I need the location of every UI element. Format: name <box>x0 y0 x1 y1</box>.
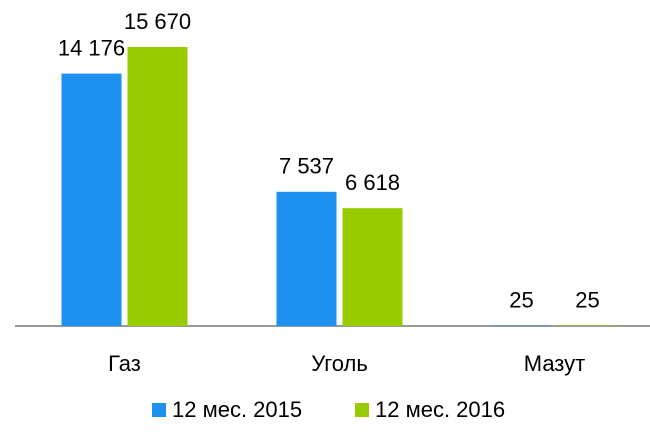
data-label: 15 670 <box>124 9 191 34</box>
legend-label: 12 мес. 2016 <box>375 397 505 422</box>
x-tick-label: Мазут <box>524 351 585 376</box>
bar <box>127 47 188 326</box>
bar <box>61 73 122 327</box>
data-label: 6 618 <box>345 170 400 195</box>
bar <box>342 208 403 326</box>
bar <box>276 191 337 326</box>
legend-swatch <box>355 403 369 417</box>
x-tick-label: Уголь <box>311 351 368 376</box>
data-label: 14 176 <box>58 35 125 60</box>
legend-swatch <box>152 403 166 417</box>
data-label: 25 <box>575 287 599 312</box>
legend-label: 12 мес. 2015 <box>172 397 302 422</box>
x-tick-label: Газ <box>108 351 141 376</box>
data-label: 25 <box>509 287 533 312</box>
data-label: 7 537 <box>279 154 334 179</box>
